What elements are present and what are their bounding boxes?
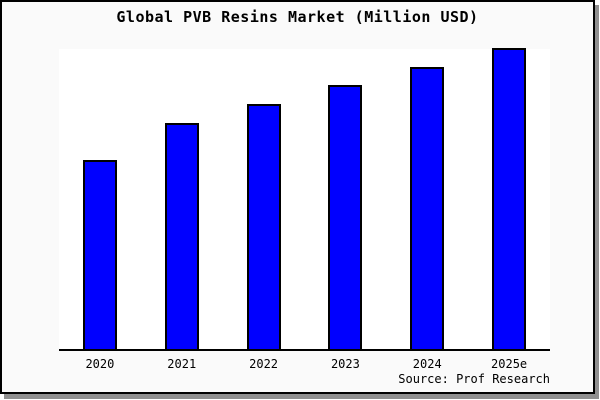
source-note: Source: Prof Research [398,372,550,386]
bar-2022 [246,104,281,349]
x-axis-labels: 2020 2021 2022 2023 2024 2025e [59,357,550,372]
x-tick-label-2022: 2022 [249,357,279,371]
bar-2024 [410,67,445,349]
x-tick-label-2020: 2020 [85,357,115,371]
x-tick-label-2023: 2023 [330,357,360,371]
x-tick-label-2025e: 2025e [491,357,528,371]
bar-2021 [164,123,199,349]
x-tick-label-2024: 2024 [412,357,442,371]
bar-2020 [82,160,117,349]
chart-title: Global PVB Resins Market (Million USD) [116,8,479,26]
chart-frame: Global PVB Resins Market (Million USD) 2… [0,0,595,394]
bar-2025e [492,48,527,349]
bar-2023 [328,85,363,349]
plot-area [59,48,550,351]
x-tick-label-2021: 2021 [167,357,197,371]
